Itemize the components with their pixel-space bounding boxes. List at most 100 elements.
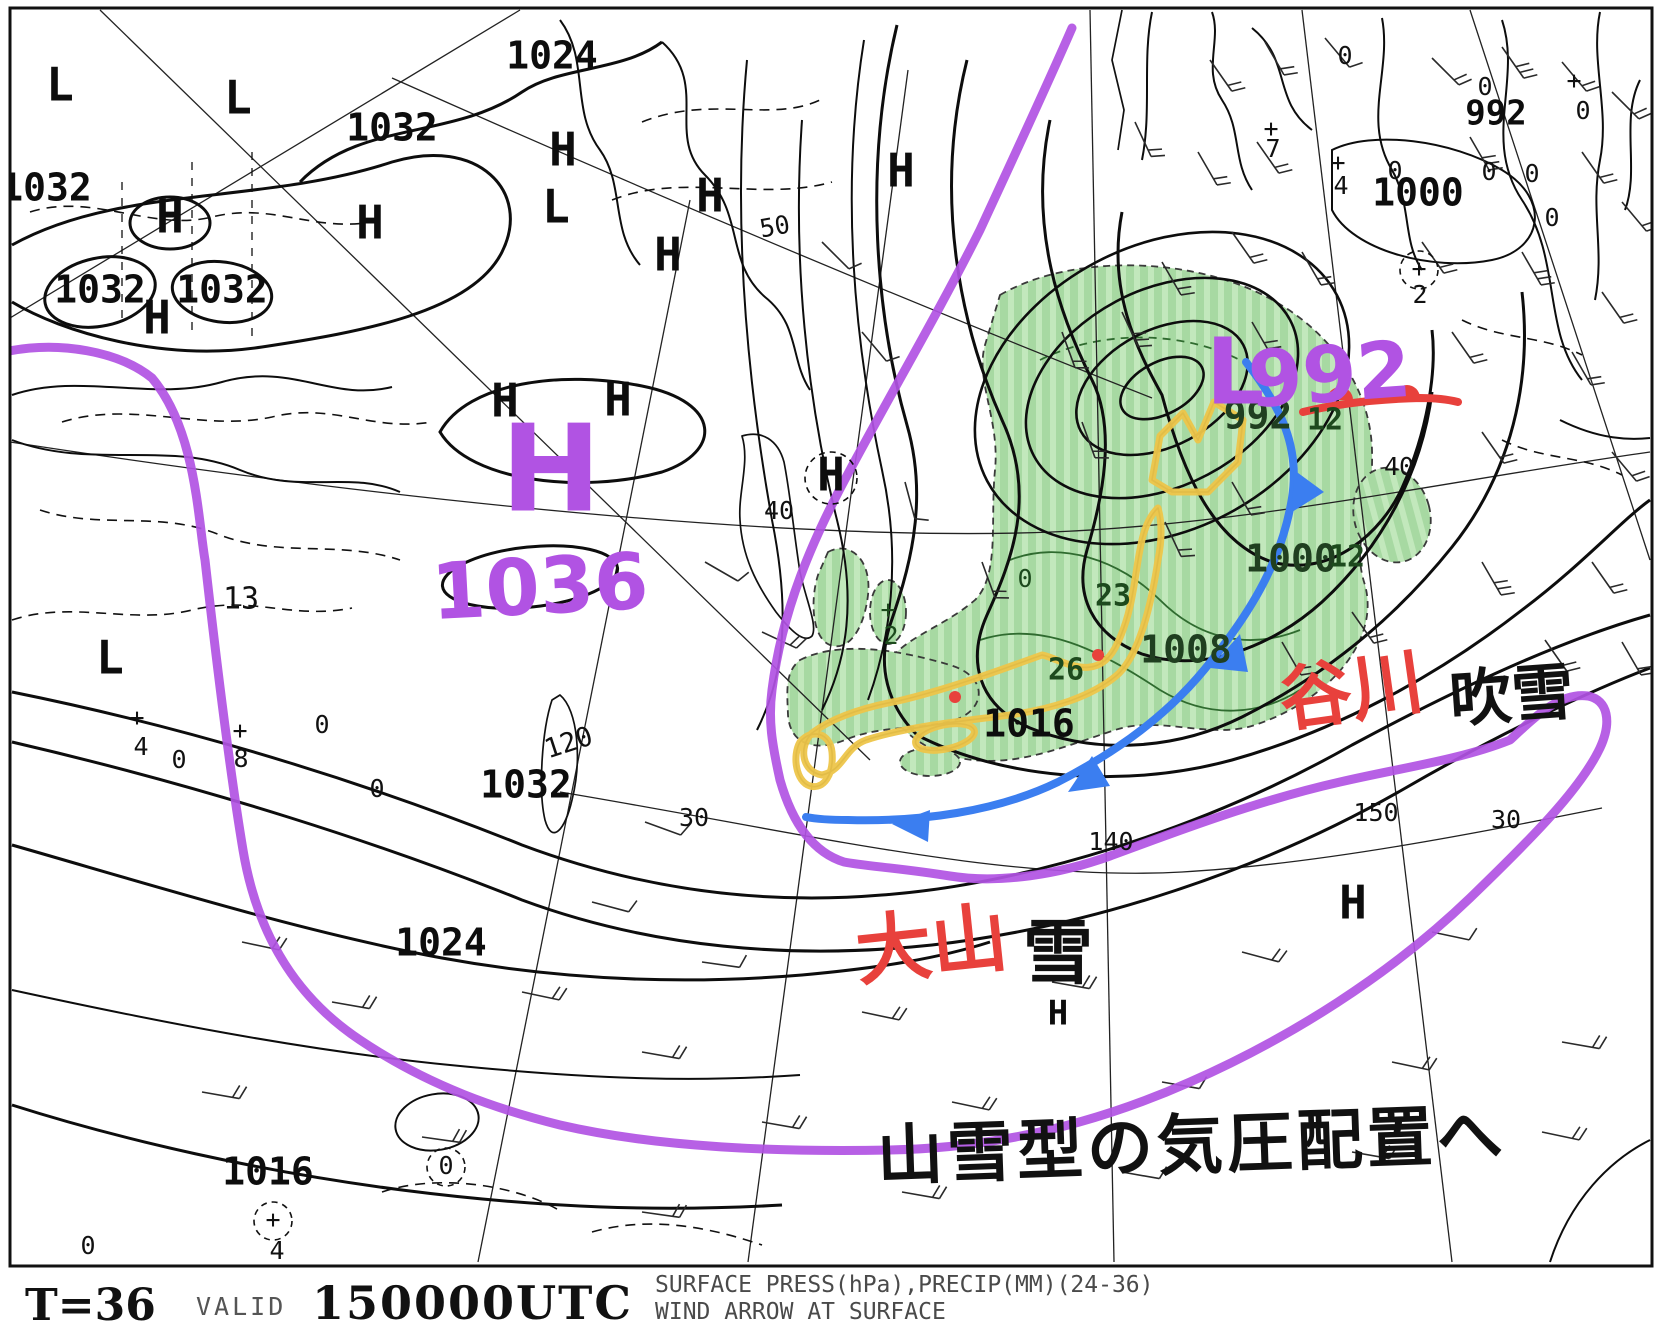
- pressure-center-symbol: H: [887, 144, 915, 198]
- isobar-value-label: 1000: [1372, 171, 1464, 215]
- map-small-label: 0: [1524, 159, 1539, 188]
- wind-barb-icon: [591, 900, 638, 913]
- warm-front: [1299, 385, 1462, 416]
- pressure-center-symbol: H: [1048, 994, 1068, 1034]
- wind-barb-icon: [1451, 331, 1488, 364]
- precip-value-label: 26: [1048, 653, 1084, 688]
- map-small-label: 0: [1337, 41, 1352, 70]
- wind-barb-icon: [1581, 151, 1618, 184]
- caption-line1: SURFACE PRESS(hPa),PRECIP(MM)(24-36): [655, 1272, 1154, 1298]
- cold-front: [802, 358, 1324, 842]
- map-small-label: +: [1330, 148, 1345, 177]
- pressure-center-symbol: L: [46, 58, 74, 112]
- wind-barb-icon: [1611, 91, 1652, 120]
- wind-barb-icon: [1256, 141, 1293, 174]
- map-small-label: 4: [269, 1236, 284, 1265]
- forecast-hour-label: T=36: [25, 1280, 156, 1331]
- precipitation-area: [786, 264, 1432, 777]
- map-small-label: 0: [314, 710, 329, 739]
- valid-time-label: 150000UTC: [312, 1276, 633, 1330]
- wind-barb-icon: [1621, 201, 1652, 232]
- wind-barb-icon: [861, 331, 900, 362]
- wind-barb-icon: [331, 995, 378, 1010]
- map-frame: [8, 6, 1654, 1268]
- pressure-center-symbol: H: [156, 190, 184, 244]
- map-small-label: +: [1263, 114, 1278, 143]
- map-small-label-circle: [426, 1147, 466, 1187]
- wind-barb-icon: [704, 561, 750, 582]
- wind-barb-icon: [1601, 291, 1638, 324]
- handwritten-annotation: 吹雪: [1447, 655, 1576, 736]
- pressure-center-symbol: L: [224, 71, 252, 125]
- pressure-center-symbol-circle: [804, 451, 858, 505]
- wind-barb-icon: [1251, 321, 1285, 356]
- handwritten-annotation: 992: [1245, 325, 1414, 426]
- handwritten-annotation: 大山: [851, 892, 1011, 996]
- map-small-label: 0: [1387, 156, 1402, 185]
- precip-value-label: 23: [1095, 579, 1131, 614]
- map-small-label: 4: [1333, 171, 1348, 200]
- map-small-label: 7: [1265, 134, 1280, 163]
- map-small-label: 50: [757, 210, 792, 244]
- isobar-value-label: 1032: [480, 763, 572, 807]
- map-small-label: +: [129, 703, 144, 732]
- wind-barb-icon: [1621, 641, 1652, 676]
- pressure-center-symbol: H: [143, 291, 171, 345]
- map-small-label: 40: [764, 496, 794, 525]
- precip-value-labels-layer: 23 26 12 12: [1048, 403, 1365, 688]
- wind-barb-icon: [1161, 261, 1195, 296]
- handwritten-annotation: H: [501, 401, 601, 540]
- wind-barb-icon: [1231, 481, 1265, 516]
- wind-barb-icon: [1391, 1056, 1438, 1071]
- map-small-label: 0: [1575, 96, 1590, 125]
- wind-barb-icon: [1301, 251, 1335, 286]
- chart-footer: T=36 VALID 150000UTC SURFACE PRESS(hPa),…: [0, 1268, 1661, 1342]
- wind-barb-icon: [1121, 1166, 1168, 1180]
- precip-value-label: 12: [1307, 403, 1343, 438]
- graticule: [10, 9, 1651, 1263]
- wind-barb-icon: [644, 821, 691, 836]
- wind-barb-icon: [1591, 561, 1628, 594]
- isobar-value-label: 1000: [1245, 537, 1337, 581]
- wind-barb-icon: [901, 1185, 948, 1200]
- isobar-value-label: 1008: [1140, 628, 1232, 672]
- wind-barb-icon: [701, 954, 748, 969]
- handwritten-annotation: 雪: [1023, 912, 1093, 994]
- map-small-label: 2: [1412, 280, 1427, 309]
- wind-barb-icon: [1081, 421, 1109, 459]
- handwritten-annotation: 谷川: [1274, 639, 1428, 742]
- map-small-label-circle: [1399, 250, 1439, 290]
- isobar-value-label: 1032: [54, 268, 146, 312]
- wind-barb-icon: [1431, 57, 1472, 86]
- wind-barb-icon: [981, 561, 1009, 599]
- pressure-center-symbol: H: [1339, 876, 1367, 930]
- isobar-value-label: 1032: [346, 106, 438, 150]
- wind-barb-icon: [861, 1006, 908, 1021]
- precip-value-label: 12: [1329, 540, 1365, 575]
- pressure-center-symbol: H: [817, 448, 845, 502]
- wind-barb-icon: [1051, 975, 1098, 990]
- handwritten-annotation: L: [1206, 318, 1265, 425]
- isobar-value-label: 992: [1224, 394, 1293, 438]
- wind-barb-icon: [1421, 241, 1458, 274]
- map-small-label: 0: [438, 1151, 453, 1180]
- wind-barb-icon: [421, 1128, 468, 1144]
- wind-barb-icon: [1164, 521, 1196, 558]
- map-small-label-circle: [253, 1201, 293, 1241]
- isobar-value-label: 1032: [176, 268, 268, 312]
- caption-line2: WIND ARROW AT SURFACE: [655, 1299, 946, 1325]
- wind-barb-icon: [641, 1203, 688, 1219]
- map-small-label: 40: [1384, 452, 1414, 481]
- wind-barb-icon: [1469, 136, 1503, 171]
- pressure-center-symbol: L: [96, 631, 124, 685]
- isobar-value-label: 1024: [395, 921, 487, 965]
- map-small-label: 4: [133, 732, 148, 761]
- pressure-center-symbol: H: [491, 374, 519, 428]
- map-small-label: +: [1411, 254, 1426, 283]
- map-small-label: 0: [1017, 564, 1032, 593]
- map-small-label: 13: [223, 582, 259, 617]
- wind-barb-icon: [1241, 948, 1288, 963]
- map-small-label: 0: [80, 1231, 95, 1260]
